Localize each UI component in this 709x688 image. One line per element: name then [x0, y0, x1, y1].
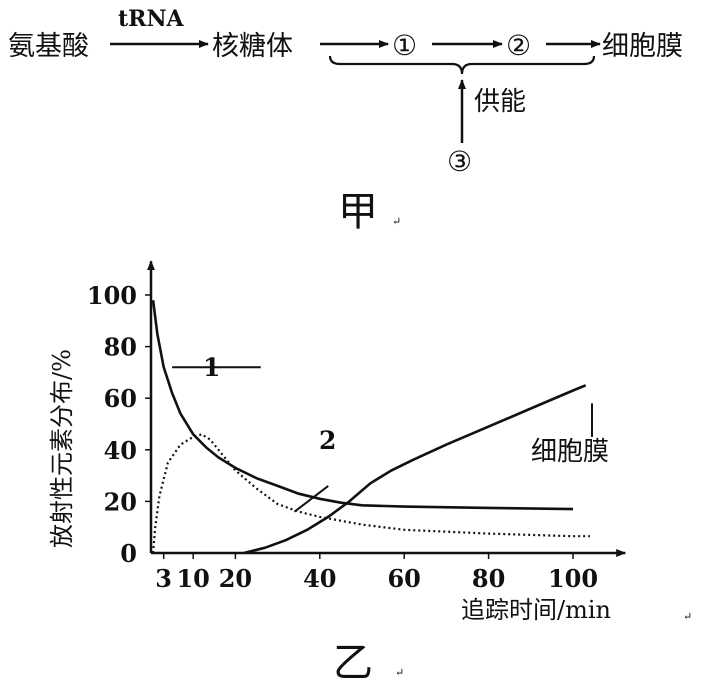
y-tick-label: 80: [104, 333, 137, 362]
x-tick-label: 60: [387, 564, 420, 593]
y-tick-label: 60: [104, 384, 137, 413]
membrane-label: 细胞膜: [602, 31, 683, 62]
step1-label: ①: [392, 29, 417, 62]
y-tick-label: 100: [87, 281, 137, 310]
x-tick-label: 100: [548, 564, 598, 593]
trna-label: tRNA: [118, 6, 185, 32]
series-line-1: [151, 300, 574, 511]
x-tick-label: 10: [176, 564, 209, 593]
series-line-2: [152, 433, 590, 554]
caption-a: 甲: [338, 189, 378, 235]
plot-area: 3 10 20 40 60 80 100 0 20 40 60 80 100 追踪时间/min ↵ 放射性元素…: [48, 260, 692, 624]
step3-label: ③: [447, 145, 472, 178]
step2-label: ②: [506, 29, 531, 62]
series-label-1: 1: [203, 353, 220, 382]
series-label-3: 细胞膜: [531, 437, 609, 467]
diagram-a: 氨基酸 tRNA 核糖体 ① ② 细胞膜 供能 ③ 甲 ↵: [8, 6, 683, 235]
energy-label: 供能: [474, 87, 526, 117]
amino-acid-label: 氨基酸: [8, 31, 89, 62]
series-label-2: 2: [319, 426, 336, 455]
y-tick-label: 40: [104, 436, 137, 465]
y-tick-label: 0: [120, 539, 137, 568]
series-line-3: [243, 384, 587, 555]
x-tick-label: 3: [155, 564, 172, 593]
y-axis-label: 放射性元素分布/%: [48, 349, 76, 548]
x-tick-label: 40: [303, 564, 336, 593]
x-axis-label-mark: ↵: [683, 610, 692, 623]
caption-b-mark: ↵: [395, 666, 404, 679]
x-tick-label: 20: [219, 564, 252, 593]
x-axis-label: 追踪时间/min: [461, 596, 611, 624]
energy-brace: [328, 55, 596, 75]
caption-a-mark: ↵: [392, 215, 401, 228]
y-tick-label: 20: [104, 487, 137, 516]
ribosome-label: 核糖体: [212, 31, 293, 62]
caption-b: 乙: [333, 640, 373, 686]
chart-b: 3 10 20 40 60 80 100 0 20 40 60 80 100 追踪时间/min ↵ 放射性元素…: [48, 260, 692, 686]
series-leader-2: [293, 485, 329, 513]
x-tick-label: 80: [472, 564, 505, 593]
